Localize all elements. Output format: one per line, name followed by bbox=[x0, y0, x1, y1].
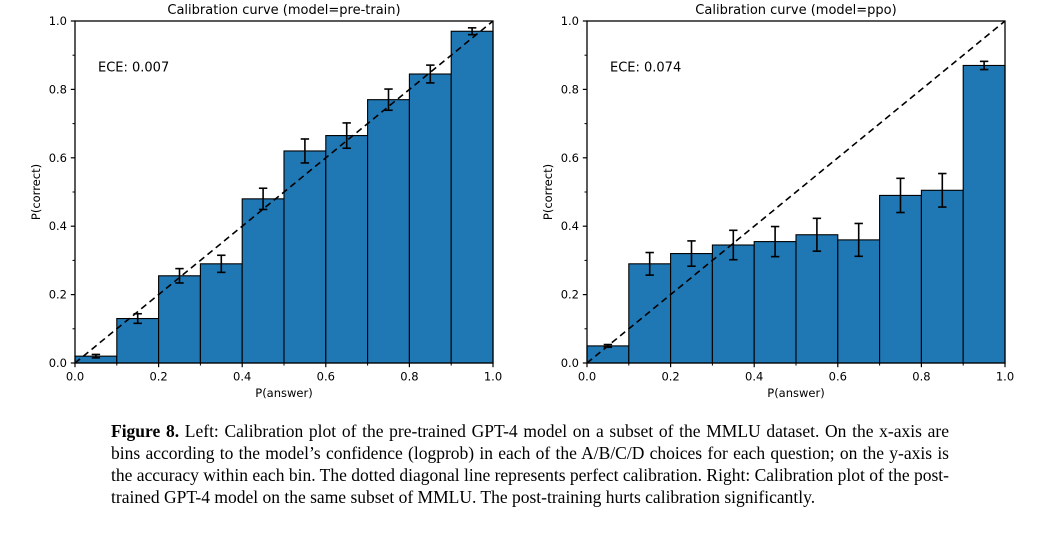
calibration-bar bbox=[586, 345, 630, 364]
x-axis-label: P(answer) bbox=[255, 386, 312, 400]
calibration-chart-ppo-plot: 0.0 0.2 0.4 0.6 0.8 1.0 0.0 0.2 0.4 0.6 0.8 1.0 Cali… bbox=[541, 3, 1014, 400]
x-axis-tick-label: 0.2 bbox=[149, 370, 167, 384]
calibration-bar bbox=[158, 275, 201, 364]
calibration-bar bbox=[670, 253, 713, 364]
calibration-bar bbox=[753, 241, 797, 364]
calibration-bar bbox=[283, 150, 327, 364]
calibration-bar bbox=[325, 135, 369, 364]
y-axis-tick-label: 0.0 bbox=[49, 356, 67, 370]
x-axis-tick-label: 1.0 bbox=[996, 370, 1014, 384]
x-axis-tick-label: 0.6 bbox=[317, 370, 335, 384]
calibration-bar bbox=[920, 189, 964, 364]
x-axis-tick-label: 0.8 bbox=[912, 370, 930, 384]
calibration-chart-pretrain: 0.0 0.2 0.4 0.6 0.8 1.0 0.0 0.2 0.4 0.6 0.8 1.0 Cali… bbox=[0, 0, 520, 405]
calibration-chart-pretrain-plot: 0.0 0.2 0.4 0.6 0.8 1.0 0.0 0.2 0.4 0.6 0.8 1.0 Cali… bbox=[29, 3, 502, 400]
y-axis-label: P(correct) bbox=[541, 164, 555, 220]
y-axis-tick-label: 1.0 bbox=[561, 14, 579, 28]
calibration-bar bbox=[450, 30, 494, 364]
calibration-bar bbox=[795, 234, 839, 364]
calibration-bar bbox=[711, 244, 755, 364]
perfect-calibration-line bbox=[74, 20, 494, 364]
y-axis-tick-label: 0.6 bbox=[561, 151, 579, 165]
calibration-bar bbox=[116, 317, 160, 364]
calibration-bar bbox=[879, 194, 922, 364]
figure-caption: Figure 8. Left: Calibration plot of the … bbox=[111, 420, 949, 508]
y-axis-tick-label: 0.8 bbox=[561, 82, 579, 96]
y-axis-label: P(correct) bbox=[29, 164, 43, 220]
calibration-bar bbox=[628, 263, 672, 364]
x-axis-tick-label: 0.0 bbox=[66, 370, 84, 384]
y-axis-tick-label: 0.4 bbox=[561, 219, 579, 233]
x-axis-tick-label: 0.4 bbox=[233, 370, 251, 384]
y-axis-tick-label: 0.8 bbox=[49, 82, 67, 96]
figure-caption-label: Figure 8. bbox=[111, 421, 180, 441]
calibration-bar bbox=[199, 263, 243, 364]
ece-annotation: ECE: 0.007 bbox=[98, 61, 169, 76]
x-axis-tick-label: 0.2 bbox=[661, 370, 679, 384]
y-axis-tick-label: 0.0 bbox=[561, 356, 579, 370]
x-axis-tick-label: 1.0 bbox=[484, 370, 502, 384]
perfect-calibration-line bbox=[586, 20, 1006, 364]
x-axis-tick-label: 0.0 bbox=[578, 370, 596, 384]
x-axis-tick-label: 0.6 bbox=[829, 370, 847, 384]
y-axis-tick-label: 0.6 bbox=[49, 151, 67, 165]
chart-title: Calibration curve (model=ppo) bbox=[695, 3, 896, 18]
y-axis-tick-label: 1.0 bbox=[49, 14, 67, 28]
x-axis-tick-label: 0.8 bbox=[400, 370, 418, 384]
calibration-bar bbox=[367, 99, 410, 364]
x-axis-label: P(answer) bbox=[767, 386, 824, 400]
y-axis-tick-label: 0.2 bbox=[49, 288, 67, 302]
calibration-chart-ppo: 0.0 0.2 0.4 0.6 0.8 1.0 0.0 0.2 0.4 0.6 0.8 1.0 Cali… bbox=[512, 0, 1032, 405]
calibration-bar bbox=[962, 64, 1006, 364]
figure-caption-text: Left: Calibration plot of the pre-traine… bbox=[111, 421, 949, 507]
chart-title: Calibration curve (model=pre-train) bbox=[167, 3, 400, 18]
calibration-bar bbox=[241, 198, 285, 364]
calibration-bar bbox=[837, 239, 881, 364]
x-axis-tick-label: 0.4 bbox=[745, 370, 763, 384]
ece-annotation: ECE: 0.074 bbox=[610, 61, 681, 76]
y-axis-tick-label: 0.4 bbox=[49, 219, 67, 233]
calibration-bar bbox=[408, 73, 452, 364]
y-axis-tick-label: 0.2 bbox=[561, 288, 579, 302]
